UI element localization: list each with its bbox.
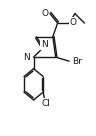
Text: Br: Br <box>72 57 82 66</box>
Text: O: O <box>70 18 77 27</box>
Text: O: O <box>41 9 48 18</box>
Text: Cl: Cl <box>42 98 50 108</box>
Text: N: N <box>41 40 48 49</box>
Text: N: N <box>24 53 30 62</box>
